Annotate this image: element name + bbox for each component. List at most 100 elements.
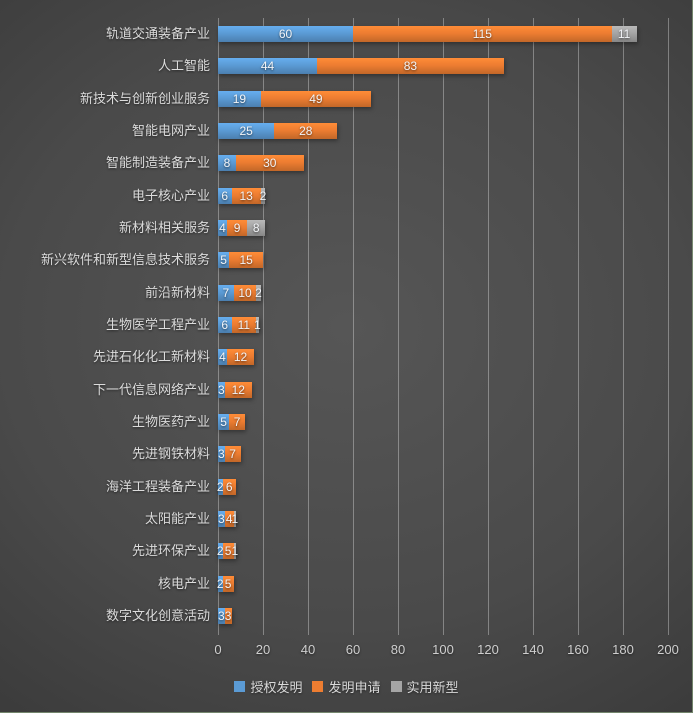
stacked-bar: 3 12	[218, 381, 252, 398]
value-label: 3	[218, 608, 225, 623]
chart-row: 太阳能产业 3 4 1	[0, 510, 692, 527]
stacked-bar: 19 49	[218, 90, 371, 107]
bar-segment-授权发明: 3	[218, 607, 225, 624]
value-label: 7	[233, 414, 241, 429]
bar-segment-授权发明: 3	[218, 381, 225, 398]
x-axis-tick-label: 140	[522, 642, 544, 657]
chart-row: 新技术与创新创业服务 19 49	[0, 90, 692, 107]
value-label: 6	[225, 479, 233, 494]
bar-segment-发明申请: 5	[222, 575, 234, 592]
bar-segment-授权发明: 4	[218, 349, 227, 366]
value-label: 2	[216, 576, 224, 591]
category-label: 生物医学工程产业	[105, 317, 210, 332]
value-label: 3	[218, 511, 225, 526]
chart-row: 智能电网产业 25 28	[0, 123, 692, 140]
bar-segment-授权发明: 6	[218, 187, 232, 204]
gridline	[668, 18, 669, 635]
stacked-bar: 25 28	[218, 123, 338, 140]
value-label: 12	[233, 350, 248, 365]
value-label: 5	[220, 414, 227, 429]
value-label: 1	[231, 511, 239, 526]
value-label: 115	[472, 27, 492, 42]
bar-segment-发明申请: 9	[227, 220, 248, 237]
value-label: 4	[225, 511, 233, 526]
category-label: 先进石化化工新材料	[92, 349, 210, 365]
gridline	[263, 18, 264, 635]
category-label: 前沿新材料	[144, 284, 210, 300]
stacked-bar: 6 13 2	[218, 187, 267, 204]
category-label: 先进环保产业	[131, 543, 210, 559]
value-label: 12	[231, 382, 245, 397]
bar-segment-发明申请: 12	[227, 349, 254, 366]
gridline	[623, 18, 624, 635]
bar-segment-实用新型: 2	[255, 284, 262, 301]
legend-label: 发明申请	[328, 680, 381, 695]
x-axis-tick-label: 120	[477, 642, 499, 657]
value-label: 1	[254, 318, 261, 332]
chart-row: 人工智能 44 83	[0, 58, 692, 75]
chart-row: 核电产业 2 5	[0, 575, 692, 592]
category-label: 人工智能	[157, 58, 210, 74]
bar-segment-授权发明: 19	[218, 90, 261, 107]
value-label: 11	[237, 318, 251, 332]
value-label: 60	[278, 27, 293, 42]
category-label: 数字文化创意活动	[105, 607, 210, 623]
bar-segment-发明申请: 10	[233, 284, 257, 301]
legend-swatch-icon	[234, 681, 246, 692]
chart-row: 新兴软件和新型信息技术服务 5 15	[0, 252, 692, 269]
category-label: 新兴软件和新型信息技术服务	[40, 252, 210, 268]
stacked-bar: 44 83	[218, 58, 504, 75]
chart-row: 先进环保产业 2 5 1	[0, 543, 692, 560]
x-axis-tick-label: 180	[612, 642, 634, 657]
gridline	[308, 18, 309, 635]
value-label: 4	[219, 221, 226, 236]
value-label: 8	[223, 156, 231, 171]
bar-segment-实用新型: 1	[254, 317, 261, 333]
value-label: 5	[224, 576, 232, 591]
value-label: 30	[263, 156, 277, 171]
value-label: 15	[239, 253, 253, 268]
value-label: 11	[617, 27, 631, 42]
value-label: 1	[231, 544, 239, 559]
chart-row: 海洋工程装备产业 2 6	[0, 478, 692, 495]
legend-item: 授权发明	[234, 677, 302, 696]
bar-segment-发明申请: 3	[224, 607, 232, 624]
value-label: 5	[224, 544, 232, 559]
gridline	[443, 18, 444, 635]
x-axis-tick-label: 160	[567, 642, 589, 657]
value-label: 3	[224, 608, 232, 623]
value-label: 4	[219, 350, 226, 365]
value-label: 3	[218, 382, 225, 397]
bar-segment-授权发明: 3	[218, 446, 225, 463]
category-label: 智能电网产业	[131, 123, 210, 139]
value-label: 49	[309, 91, 323, 106]
stacked-bar: 8 30	[218, 155, 304, 172]
chart-row: 轨道交通装备产业 60 115 11	[0, 26, 692, 43]
chart-row: 电子核心产业 6 13 2	[0, 187, 692, 204]
gridline	[353, 18, 354, 635]
bar-segment-发明申请: 5	[222, 543, 234, 560]
stacked-bar: 6 11 1	[218, 317, 261, 333]
bar-segment-授权发明: 8	[218, 155, 236, 172]
bar-segment-发明申请: 7	[224, 446, 241, 463]
category-label: 下一代信息网络产业	[92, 381, 210, 397]
chart-row: 生物医学工程产业 6 11 1	[0, 317, 692, 333]
value-label: 2	[259, 188, 267, 203]
value-label: 8	[252, 221, 260, 236]
bar-segment-实用新型: 8	[247, 220, 266, 237]
legend-item: 实用新型	[390, 677, 459, 696]
chart-row: 智能制造装备产业 8 30	[0, 155, 692, 172]
chart-row: 生物医药产业 5 7	[0, 413, 692, 430]
value-label: 2	[255, 285, 262, 300]
chart-row: 先进石化化工新材料 4 12	[0, 349, 692, 366]
x-axis-tick-label: 60	[345, 642, 361, 657]
value-label: 2	[216, 479, 224, 494]
bar-segment-授权发明: 2	[217, 543, 224, 560]
gridline	[578, 18, 579, 635]
